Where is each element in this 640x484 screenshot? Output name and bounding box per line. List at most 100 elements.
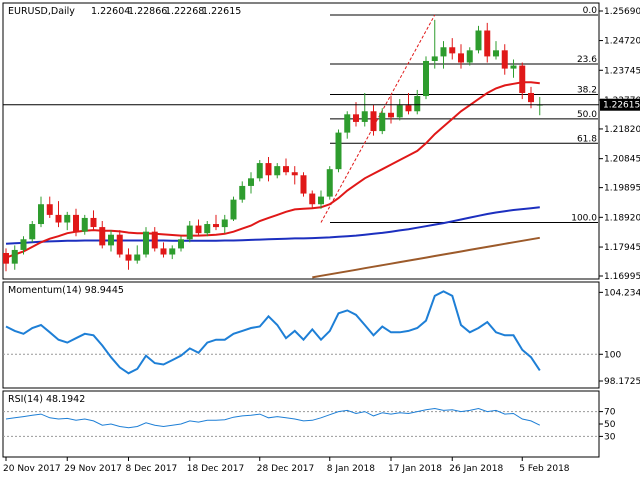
candle-body — [388, 112, 394, 118]
candle — [484, 22, 491, 63]
candle — [230, 196, 237, 221]
date-tick-label: 29 Nov 2017 — [64, 464, 122, 474]
candle — [90, 210, 97, 231]
fib-level-label: 100.0 — [571, 214, 597, 224]
candle — [475, 25, 482, 54]
date-tick-label: 8 Jan 2018 — [327, 464, 375, 474]
candle-body — [90, 217, 97, 228]
candle — [38, 196, 44, 228]
candle — [134, 245, 141, 264]
candle — [195, 219, 202, 237]
candle-body — [414, 96, 421, 112]
candle-body — [396, 105, 403, 118]
price-tick-label: 1.17945 — [604, 243, 640, 253]
candle-body — [73, 214, 79, 232]
candle — [143, 227, 149, 258]
date-tick-label: 26 Jan 2018 — [449, 464, 503, 474]
candle-body — [248, 178, 254, 186]
candle-body — [125, 254, 132, 261]
candle — [81, 214, 88, 235]
candle-body — [493, 50, 499, 57]
momentum-tick-label: 100 — [604, 350, 621, 360]
candle-body — [519, 65, 526, 93]
date-tick-label: 18 Dec 2017 — [187, 464, 245, 474]
candle — [458, 44, 464, 69]
candle-body — [108, 234, 114, 246]
candle — [55, 201, 62, 228]
candle — [370, 105, 377, 136]
candle-body — [160, 248, 167, 255]
price-tick-label: 1.23745 — [604, 66, 640, 76]
candle-body — [283, 166, 289, 173]
candle — [20, 236, 27, 255]
candle — [213, 214, 219, 231]
current-price-badge — [600, 98, 640, 111]
candle-body — [116, 234, 123, 255]
candle — [221, 214, 228, 234]
current-price-label: 1.22615 — [603, 101, 640, 111]
fib-level-label: 50.0 — [577, 110, 597, 120]
candle-body — [300, 175, 307, 194]
momentum-line — [5, 290, 541, 375]
candle — [519, 62, 526, 100]
chart-title: EURUSD,Daily — [8, 6, 75, 17]
momentum-tick-label: 98.1725 — [604, 377, 640, 387]
candle-body — [265, 163, 272, 176]
candle-body — [99, 227, 106, 246]
candle-body — [431, 56, 438, 61]
fib-level-label: 61.8 — [577, 134, 597, 144]
rsi-panel: 70 50 30 RSI(14) 48.1942 — [2, 390, 616, 458]
price-tick-label: 1.18920 — [604, 213, 640, 223]
candle — [283, 158, 289, 176]
candle-body — [204, 224, 211, 234]
ohlc-low: 1.22268 — [165, 6, 204, 17]
rsi-panel-frame — [2, 390, 600, 458]
date-tick-label: 8 Dec 2017 — [126, 464, 178, 474]
candle — [300, 172, 307, 197]
candle-body — [423, 60, 429, 97]
candle — [29, 220, 36, 243]
candle — [466, 47, 473, 66]
price-tick-label: 1.25690 — [604, 7, 640, 17]
momentum-title: Momentum(14) 98.9445 — [8, 285, 124, 296]
price-tick-label: 1.19895 — [604, 184, 640, 194]
candle-body — [143, 231, 149, 255]
candle — [274, 163, 281, 179]
candle-body — [528, 92, 534, 103]
candle — [169, 245, 176, 260]
fib-level-label: 23.6 — [577, 55, 597, 65]
candle — [46, 196, 53, 218]
candle — [3, 248, 9, 272]
candle-body — [178, 239, 184, 249]
candle — [396, 99, 403, 121]
candle — [99, 220, 106, 249]
momentum-tick-label: 104.2344 — [604, 288, 640, 298]
candle-body — [151, 231, 158, 249]
candle-body — [510, 65, 517, 69]
momentum-panel: 104.2344 100 98.1725 Momentum(14) 98.9445 — [2, 281, 640, 389]
candle — [309, 190, 316, 209]
candle — [493, 41, 499, 60]
candle-body — [353, 114, 359, 122]
candle-body — [29, 224, 36, 240]
candle-body — [230, 199, 237, 220]
candle — [265, 156, 272, 182]
sma100-line — [5, 206, 540, 245]
candle-body — [335, 132, 342, 170]
candle-body — [405, 105, 412, 112]
date-axis: 20 Nov 2017 29 Nov 2017 8 Dec 2017 18 Dec 2… — [3, 457, 570, 474]
fib-trend-line — [320, 14, 436, 223]
date-tick-label: 17 Jan 2018 — [388, 464, 442, 474]
candle — [204, 220, 211, 237]
candle-body — [64, 214, 71, 223]
candle — [405, 92, 412, 115]
candle-body — [38, 204, 44, 225]
candle — [160, 242, 167, 258]
candle-body — [20, 239, 27, 250]
candle-body — [370, 111, 377, 132]
candle-body — [81, 217, 88, 232]
candle-body — [326, 169, 333, 197]
ohlc-open: 1.22604 — [91, 6, 130, 17]
